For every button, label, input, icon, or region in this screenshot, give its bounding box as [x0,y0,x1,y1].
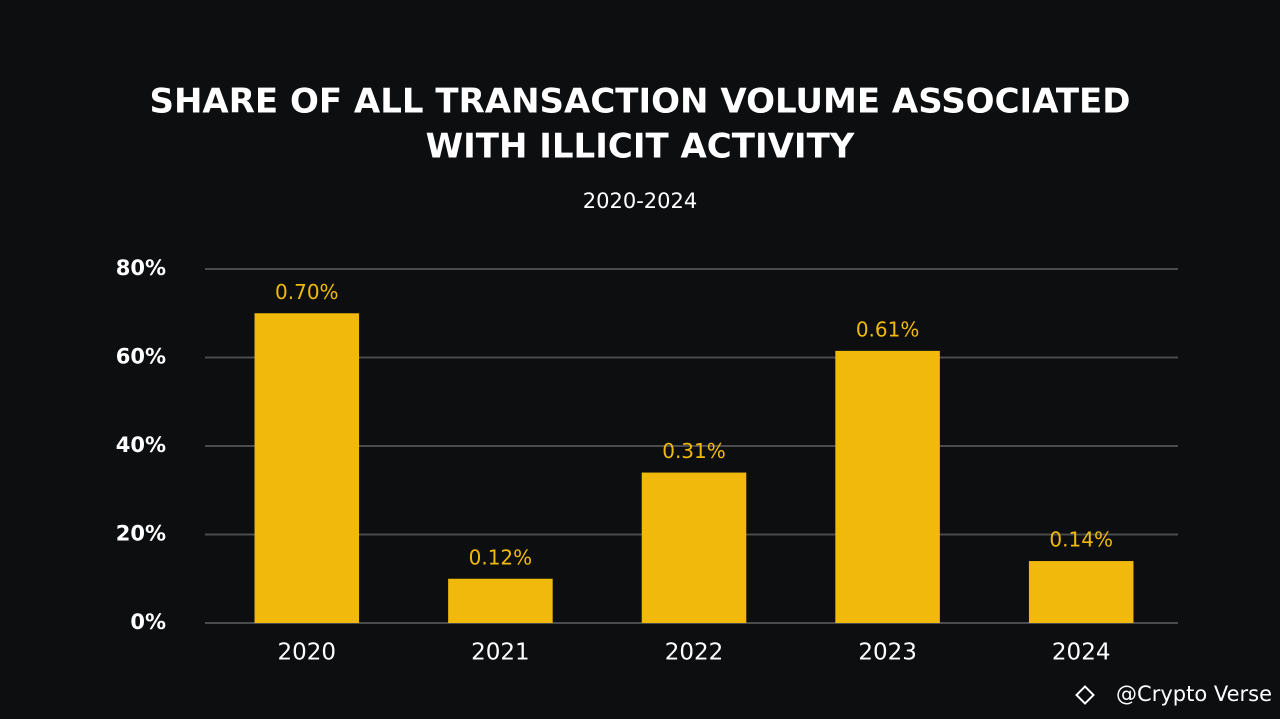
bar [641,472,747,623]
bar [254,313,360,623]
bar [1028,561,1134,623]
value-label: 0.61% [856,317,920,341]
y-tick-label: 80% [116,256,166,280]
bar [835,350,940,623]
y-tick-label: 60% [116,345,166,369]
x-tick-label: 2021 [471,640,530,666]
chart-subtitle: 2020-2024 [583,189,697,213]
chart-title: SHARE OF ALL TRANSACTION VOLUME ASSOCIAT… [149,82,1130,122]
watermark: @Crypto Verse [1116,682,1272,706]
value-label: 0.31% [662,439,726,463]
y-tick-label: 40% [116,433,166,457]
value-label: 0.70% [275,280,339,304]
watermark-icon [1075,685,1095,705]
value-label: 0.14% [1049,528,1113,552]
x-tick-label: 2024 [1052,640,1111,666]
x-tick-label: 2022 [665,640,724,666]
y-tick-label: 20% [116,522,166,546]
value-label: 0.12% [469,545,533,569]
x-tick-label: 2023 [858,640,917,666]
bar [448,578,553,623]
chart-title: WITH ILLICIT ACTIVITY [426,127,855,167]
x-tick-label: 2020 [278,640,337,666]
y-tick-label: 0% [130,610,166,634]
